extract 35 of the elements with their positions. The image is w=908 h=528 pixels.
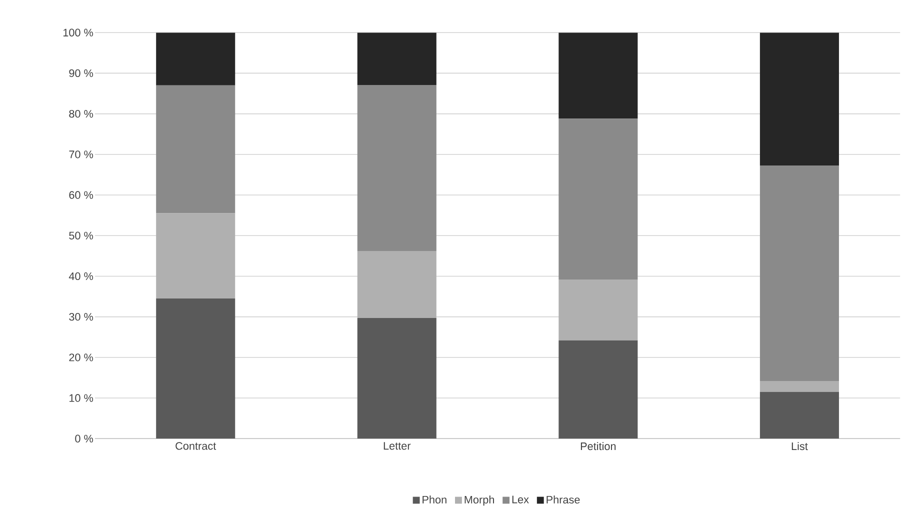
- x-tick-label: Petition: [580, 442, 616, 450]
- y-tick-label: 70 %: [69, 150, 94, 158]
- bar: [558, 118, 638, 280]
- bar: [156, 86, 236, 214]
- bar: [357, 32, 436, 86]
- x-tick-label: Letter: [384, 442, 411, 450]
- bar: [760, 32, 839, 166]
- y-tick-label: 20 %: [69, 354, 94, 362]
- bar: [357, 251, 436, 318]
- legend-label: Lex: [512, 496, 529, 504]
- bar: [760, 381, 839, 392]
- bar: [156, 298, 236, 439]
- bar: [558, 280, 638, 341]
- y-tick-label: 90 %: [69, 70, 94, 78]
- y-tick-label: 10 %: [69, 394, 94, 402]
- bar: [558, 340, 638, 439]
- legend-label: Morph: [464, 496, 494, 506]
- bar: [156, 214, 236, 299]
- y-tick-label: 60 %: [69, 191, 94, 200]
- legend-label: Phon: [422, 496, 446, 504]
- y-tick-label: 40 %: [68, 272, 94, 280]
- y-tick-label: 30 %: [69, 313, 94, 321]
- x-tick-label: Contract: [176, 442, 216, 450]
- bar: [558, 32, 638, 119]
- x-tick-label: List: [792, 442, 808, 450]
- y-tick-label: 80 %: [69, 110, 94, 118]
- y-tick-label: 100 %: [63, 28, 94, 37]
- legend-label: Phrase: [546, 496, 580, 504]
- y-tick-label: 0 %: [75, 435, 94, 443]
- bar: [357, 318, 436, 439]
- bar: [760, 392, 839, 439]
- bar: [156, 32, 236, 86]
- bar: [760, 166, 839, 382]
- y-tick-label: 50 %: [69, 232, 94, 240]
- bar: [357, 85, 436, 252]
